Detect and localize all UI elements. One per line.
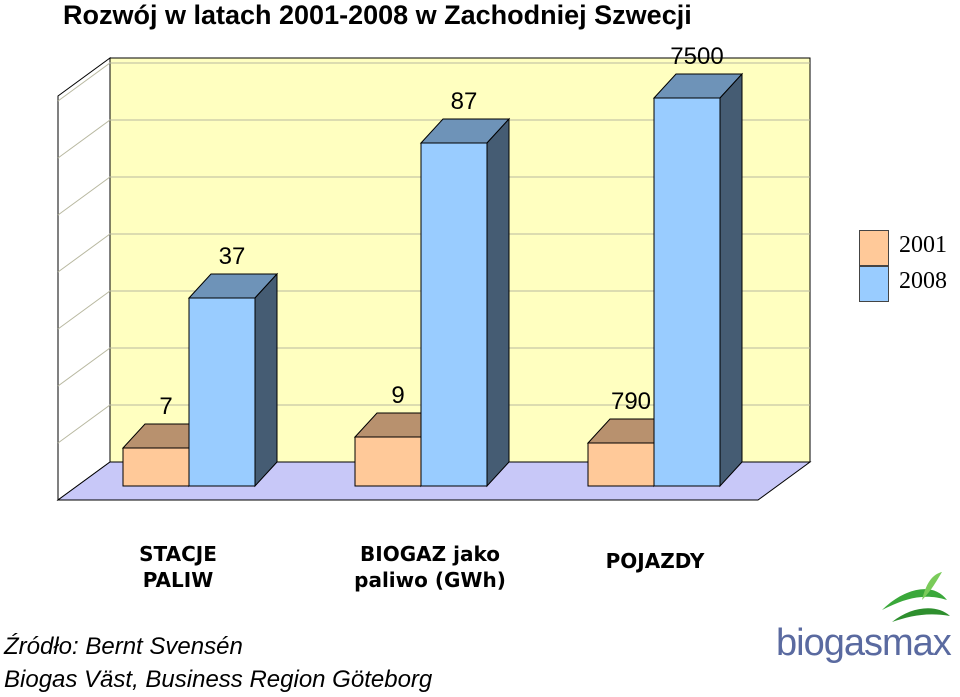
source-line-1: Źródło: Bernt Svensén	[4, 633, 243, 660]
gridline	[57, 176, 810, 216]
legend-swatch-2008	[859, 266, 889, 302]
gridline	[57, 347, 810, 387]
bar-2008-front	[653, 97, 721, 487]
chart-bars	[121, 72, 744, 488]
legend-label: 2001	[899, 232, 947, 258]
chart-data-labels: 7 37 9 87 790 7500	[159, 43, 723, 420]
source-credit: Źródło: Bernt Svensén Biogas Väst, Busin…	[4, 630, 432, 696]
category-label: POJAZDY	[605, 549, 705, 573]
source-line-2: Biogas Väst, Business Region Göteborg	[4, 666, 433, 693]
bar-2008-side	[254, 272, 278, 488]
chart-title: Rozwój w latach 2001-2008 w Zachodniej S…	[63, 0, 692, 30]
bar-2008	[652, 72, 744, 488]
category-label: BIOGAZ jako paliwo (GWh)	[354, 542, 506, 592]
gridline	[57, 290, 810, 330]
bar-2008	[187, 272, 279, 488]
data-label-2001: 790	[611, 388, 651, 415]
bar-2008-side	[719, 72, 743, 488]
bar-2001-front	[122, 447, 190, 487]
side-wall	[57, 57, 111, 501]
gridline	[57, 404, 810, 444]
data-label-2008: 7500	[670, 43, 723, 70]
bar-2001-front	[587, 442, 655, 487]
data-label-2008: 37	[219, 243, 246, 270]
gridline	[57, 62, 810, 102]
bar-2008-side	[486, 117, 510, 488]
gridline	[57, 233, 810, 273]
category-label: STACJE PALIW	[139, 542, 217, 592]
biogasmax-logo: biogasmax	[772, 570, 952, 670]
data-label-2001: 7	[159, 393, 172, 420]
legend-label: 2008	[899, 268, 947, 294]
leaf-icon	[882, 572, 950, 622]
bar-2001-front	[354, 436, 422, 487]
gridline	[57, 119, 810, 159]
data-label-2008: 87	[451, 88, 478, 115]
bar-2008-front	[420, 142, 488, 487]
legend-swatch-2001	[859, 230, 889, 266]
data-label-2001: 9	[391, 382, 404, 409]
bar-2008-front	[188, 297, 256, 487]
logo-text: biogasmax	[776, 622, 952, 664]
bar-2008	[419, 117, 511, 488]
